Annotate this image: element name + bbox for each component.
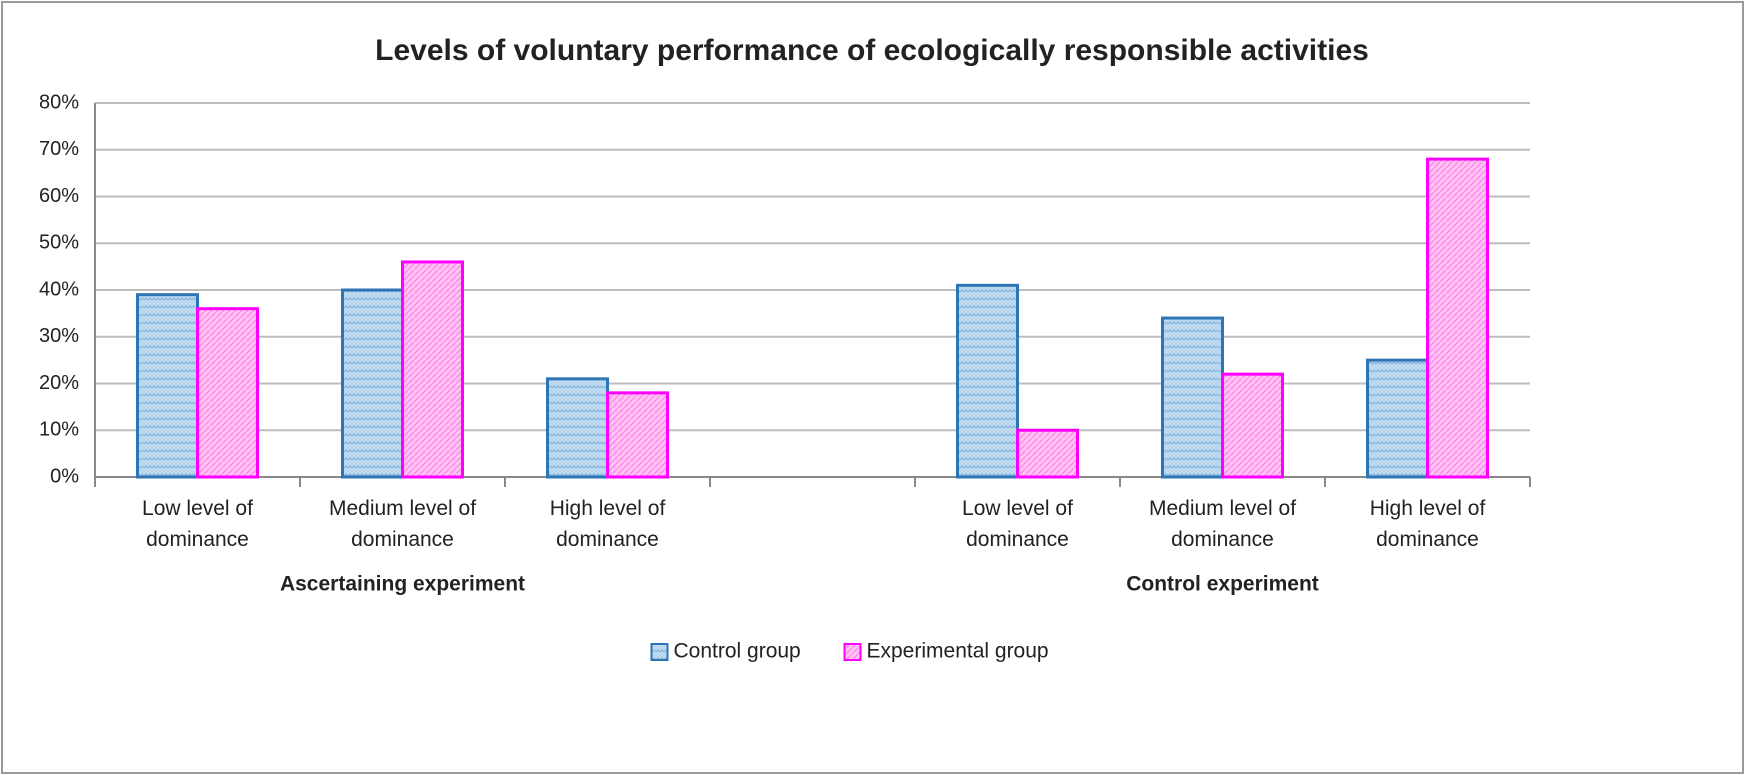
group-label: Control experiment <box>1126 573 1319 596</box>
x-tick-label: Medium level of dominance <box>328 497 477 551</box>
y-tick-label: 0% <box>50 465 79 487</box>
x-tick-label: Low level of dominance <box>142 497 253 551</box>
bar <box>1366 358 1429 479</box>
x-tick-label: High level of dominance <box>1369 497 1486 551</box>
bar <box>546 377 609 479</box>
bar <box>956 283 1019 479</box>
y-tick-label: 10% <box>39 419 79 441</box>
bar <box>606 391 669 479</box>
chart-title: Levels of voluntary performance of ecolo… <box>375 34 1369 67</box>
bar <box>1016 428 1079 479</box>
y-tick-label: 40% <box>39 278 79 300</box>
bar <box>1161 316 1224 479</box>
y-tick-label: 20% <box>39 372 79 394</box>
group-label: Ascertaining experiment <box>280 573 525 596</box>
y-tick-label: 50% <box>39 232 79 254</box>
y-tick-label: 80% <box>39 91 79 113</box>
bar <box>196 307 259 479</box>
bar <box>1221 372 1284 479</box>
bar <box>1426 157 1489 479</box>
y-tick-label: 70% <box>39 138 79 160</box>
bar <box>401 260 464 479</box>
x-tick-label: Low level of dominance <box>962 497 1073 551</box>
legend-swatch <box>843 643 862 661</box>
bar <box>136 293 199 479</box>
bar <box>341 288 404 479</box>
y-tick-label: 60% <box>39 185 79 207</box>
legend-label: Control group <box>674 640 801 663</box>
legend-label: Experimental group <box>867 640 1049 663</box>
x-tick-label: Medium level of dominance <box>1148 497 1297 551</box>
legend-swatch <box>650 643 669 661</box>
y-tick-label: 30% <box>39 325 79 347</box>
x-tick-label: High level of dominance <box>549 497 666 551</box>
